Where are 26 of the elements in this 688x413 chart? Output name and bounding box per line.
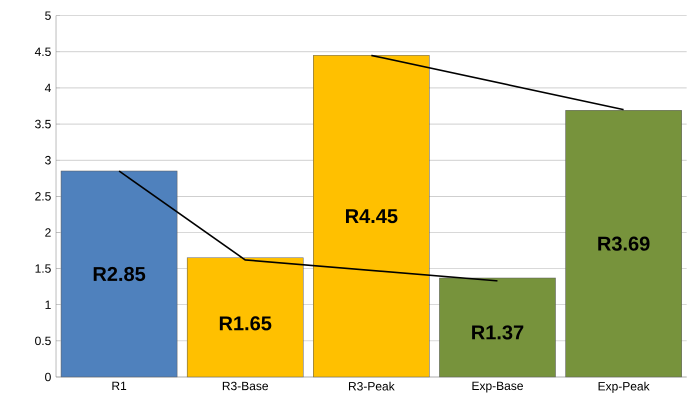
y-tick-label: 4: [44, 84, 51, 92]
data-label: R4.45: [346, 209, 398, 224]
y-tick-label: 1.5: [36, 264, 51, 273]
x-tick-label: R3-Peak: [348, 382, 395, 391]
y-tick-label: 0.5: [35, 336, 51, 346]
y-tick-label: 0: [45, 372, 51, 382]
bar: [439, 278, 556, 378]
y-tick-label: 3.5: [35, 120, 51, 128]
y-tick-label: 2: [45, 228, 51, 237]
x-tick-label: Exp-Base: [472, 382, 523, 392]
bar: [60, 170, 178, 378]
bar: [186, 257, 304, 378]
y-tick-label: 5: [45, 11, 51, 20]
bar: [565, 110, 682, 378]
x-tick-label: R1: [112, 382, 126, 390]
data-label: R1.37: [472, 325, 524, 340]
data-label: R1.65: [220, 316, 272, 330]
x-tick-label: R3-Base: [222, 382, 268, 390]
y-tick-label: 1: [46, 300, 51, 309]
y-tick-label: 4.5: [34, 48, 51, 56]
x-tick-label: Exp-Peak: [598, 382, 650, 393]
bar: [313, 55, 430, 378]
data-label: R2.85: [94, 266, 146, 282]
y-tick-label: 2.5: [35, 192, 51, 201]
y-tick-label: 3: [45, 156, 51, 164]
data-label: R3.69: [598, 236, 650, 251]
